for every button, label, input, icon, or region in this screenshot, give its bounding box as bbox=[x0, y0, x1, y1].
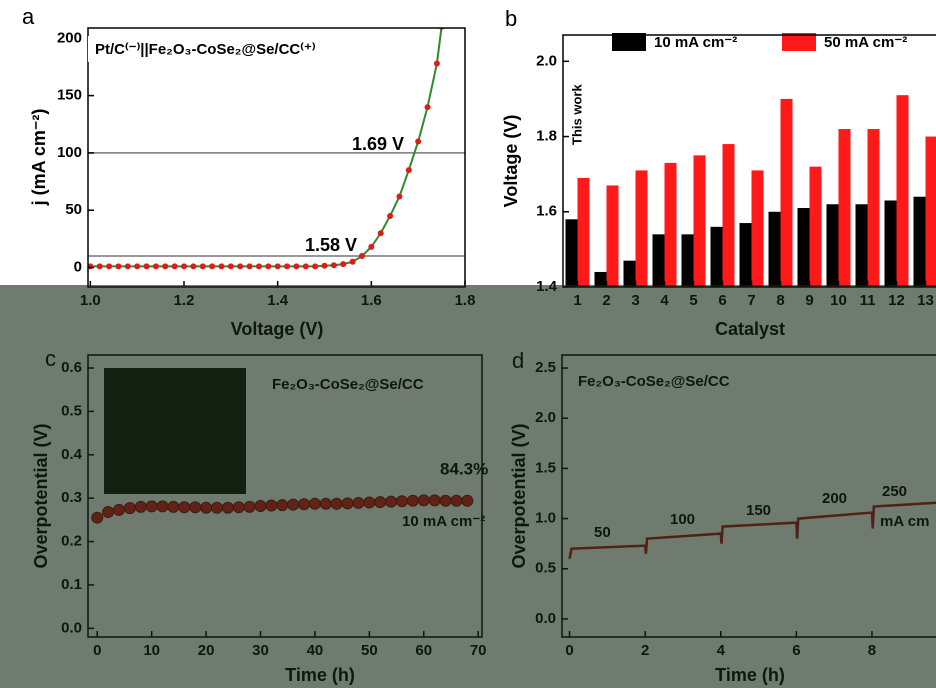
annotation: This work bbox=[569, 84, 584, 145]
bar bbox=[565, 219, 578, 287]
legend-label: 10 mA cm⁻² bbox=[654, 34, 737, 51]
bar bbox=[606, 185, 619, 287]
data-point bbox=[162, 263, 169, 270]
data-point bbox=[405, 167, 412, 174]
data-point bbox=[255, 263, 262, 270]
y-tick-label: 1.6 bbox=[536, 203, 557, 220]
bar bbox=[664, 162, 677, 287]
bar bbox=[594, 271, 607, 287]
data-point bbox=[387, 212, 394, 219]
y-axis-title: Voltage (V) bbox=[501, 115, 521, 208]
data-point bbox=[349, 258, 356, 265]
bar bbox=[693, 155, 706, 287]
data-point bbox=[274, 263, 281, 270]
plot-area bbox=[88, 28, 465, 270]
y-tick-label: 1.8 bbox=[536, 128, 557, 145]
bar bbox=[722, 144, 735, 287]
bar bbox=[896, 95, 909, 287]
data-point bbox=[237, 263, 244, 270]
bar bbox=[739, 223, 752, 287]
y-tick-label: 0 bbox=[74, 258, 82, 275]
bar bbox=[768, 211, 781, 287]
data-point bbox=[209, 263, 216, 270]
data-point bbox=[368, 243, 375, 250]
bar bbox=[797, 208, 810, 287]
y-tick-label: 200 bbox=[57, 29, 82, 46]
bar bbox=[681, 234, 694, 287]
bar bbox=[884, 200, 897, 287]
plot-area bbox=[565, 95, 936, 287]
data-point bbox=[96, 263, 103, 270]
data-point bbox=[415, 138, 422, 145]
y-tick-label: 2.0 bbox=[536, 52, 557, 69]
bar bbox=[710, 226, 723, 287]
bar bbox=[577, 177, 590, 287]
panel: 1.41.61.82.01234567891011121310 mA cm⁻²5… bbox=[501, 6, 936, 339]
data-point bbox=[190, 263, 197, 270]
data-point bbox=[312, 263, 319, 270]
bar bbox=[809, 166, 822, 287]
data-point bbox=[152, 263, 159, 270]
data-point bbox=[265, 263, 272, 270]
data-point bbox=[377, 230, 384, 237]
annotation: Pt/C⁽⁻⁾||Fe₂O₃-CoSe₂@Se/CC⁽⁺⁾ bbox=[95, 41, 316, 58]
bar bbox=[838, 129, 851, 287]
y-tick-label: 150 bbox=[57, 87, 82, 104]
data-point bbox=[433, 60, 440, 67]
data-point bbox=[302, 263, 309, 270]
data-point bbox=[115, 263, 122, 270]
y-tick-label: 50 bbox=[65, 201, 82, 218]
data-point bbox=[321, 262, 328, 269]
bar bbox=[913, 196, 926, 287]
annotation: 1.69 V bbox=[352, 134, 404, 154]
data-point bbox=[246, 263, 253, 270]
data-point bbox=[227, 263, 234, 270]
data-point bbox=[171, 263, 178, 270]
data-point bbox=[106, 263, 113, 270]
overlay bbox=[0, 285, 936, 688]
data-point bbox=[358, 253, 365, 260]
y-tick-label: 100 bbox=[57, 144, 82, 161]
legend-label: 50 mA cm⁻² bbox=[824, 34, 907, 51]
bar bbox=[623, 260, 636, 287]
data-point bbox=[340, 261, 347, 268]
panel-label: b bbox=[505, 6, 517, 31]
legend-swatch bbox=[612, 33, 646, 51]
bar bbox=[652, 234, 665, 287]
data-point bbox=[293, 263, 300, 270]
bar bbox=[867, 129, 880, 287]
data-point bbox=[396, 193, 403, 200]
data-point bbox=[143, 263, 150, 270]
data-point bbox=[330, 262, 337, 269]
legend-swatch bbox=[782, 33, 816, 51]
data-point bbox=[438, 28, 445, 30]
plot-frame bbox=[87, 27, 466, 288]
y-axis-title: j (mA cm⁻²) bbox=[29, 109, 49, 207]
bar bbox=[780, 98, 793, 287]
data-point bbox=[218, 263, 225, 270]
data-point bbox=[284, 263, 291, 270]
bar bbox=[826, 204, 839, 287]
annotation: 1.58 V bbox=[305, 235, 357, 255]
bar bbox=[855, 204, 868, 287]
data-point bbox=[124, 263, 131, 270]
panel-label: a bbox=[22, 4, 35, 29]
bar bbox=[925, 136, 936, 287]
data-point bbox=[199, 263, 206, 270]
bar bbox=[751, 170, 764, 287]
bar bbox=[635, 170, 648, 287]
data-point bbox=[181, 263, 188, 270]
legend-box bbox=[88, 36, 388, 62]
data-point bbox=[424, 104, 431, 111]
data-point bbox=[134, 263, 141, 270]
